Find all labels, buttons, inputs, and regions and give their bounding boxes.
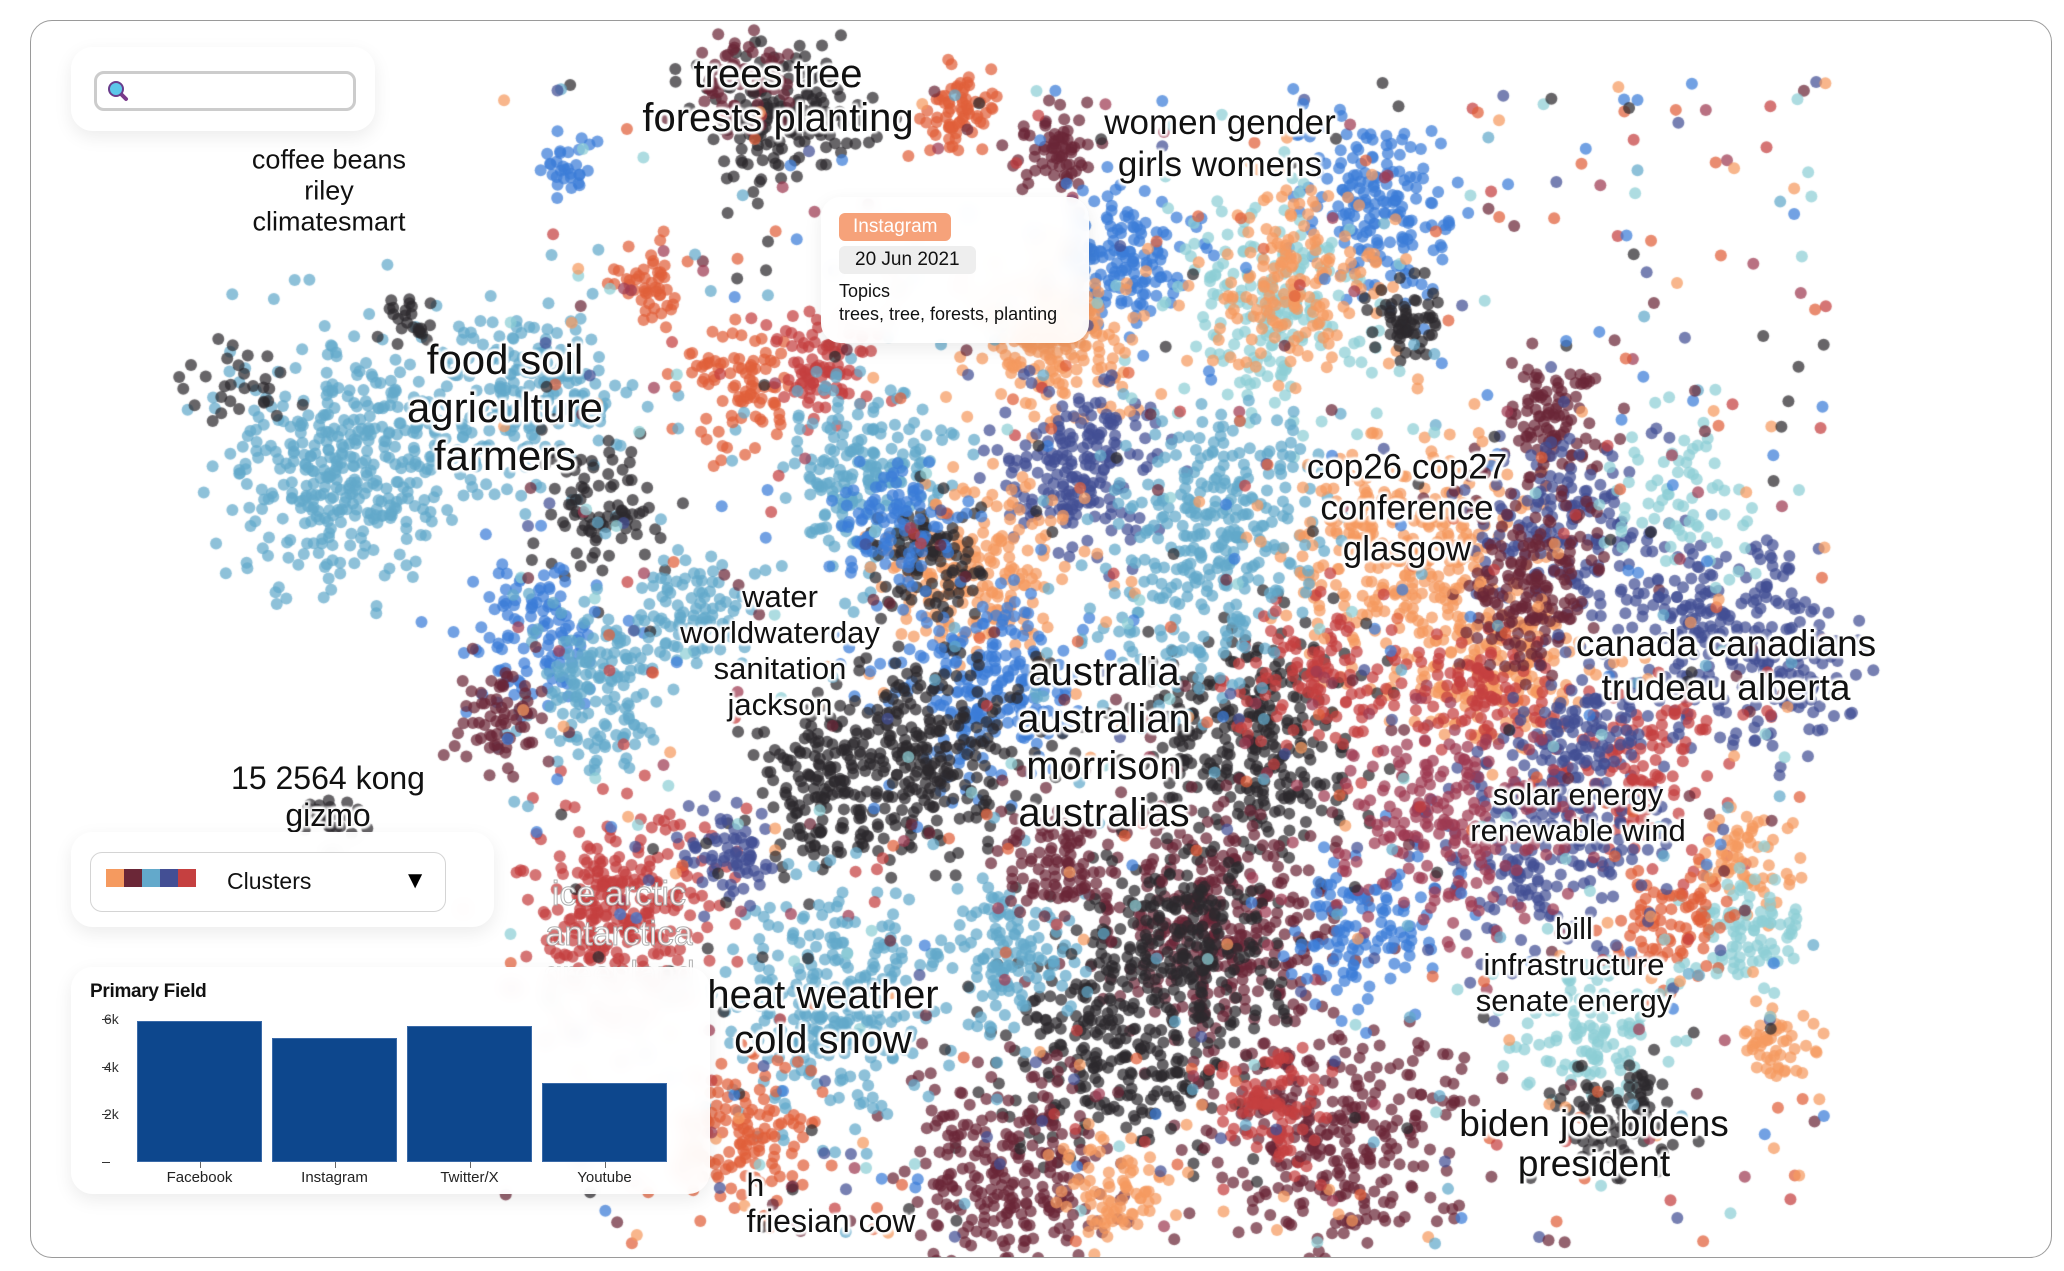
color-swatch (178, 869, 196, 887)
search-input[interactable] (133, 78, 347, 104)
date-badge: 20 Jun 2021 (839, 246, 976, 274)
topic-label: heat weather cold snow (707, 973, 939, 1062)
search-box[interactable] (94, 71, 356, 111)
y-tick (102, 1067, 110, 1068)
bar-facebook[interactable] (137, 1021, 262, 1162)
search-icon (108, 81, 128, 101)
primary-field-chart-panel: Primary Field 6k 4k 2k Facebook Instagram… (71, 967, 710, 1194)
x-tick (469, 1162, 471, 1168)
x-tick-label: Youtube (577, 1169, 632, 1186)
x-tick (199, 1162, 201, 1168)
color-by-selected: Clusters (227, 868, 312, 894)
topic-label: canada canadians trudeau alberta (1575, 623, 1877, 708)
topic-label: coffee beans riley climatesmart (251, 144, 407, 237)
color-swatch (160, 869, 178, 887)
topic-label: h friesian cow (746, 1167, 916, 1239)
color-swatches (106, 869, 196, 887)
topic-label: australia australian morrison australias (1017, 650, 1191, 835)
color-by-dropdown[interactable]: Clusters ▼ (90, 852, 446, 912)
x-tick (604, 1162, 606, 1168)
platform-badge: Instagram (839, 213, 952, 241)
y-tick (102, 1162, 110, 1163)
y-tick-label: 4k (104, 1059, 119, 1075)
chart-title: Primary Field (90, 981, 207, 1002)
bar-chart: 6k 4k 2k Facebook Instagram Twitter/X Youtu… (102, 1012, 674, 1186)
y-tick-label: 2k (104, 1106, 119, 1122)
bar-twitterx[interactable] (407, 1026, 532, 1162)
bar-youtube[interactable] (542, 1082, 667, 1162)
y-tick (102, 1114, 110, 1115)
embedding-map[interactable]: trees tree forests planting women gender g… (30, 20, 2052, 1258)
topic-label: solar energy renewable wind (1470, 777, 1686, 848)
topic-label: trees tree forests planting (642, 52, 914, 140)
chevron-down-icon: ▼ (403, 867, 427, 894)
bar-instagram[interactable] (272, 1038, 397, 1162)
topics-value: trees, tree, forests, planting (839, 304, 1058, 324)
topics-heading: Topics (839, 281, 891, 301)
topic-label: food soil agriculture farmers (406, 336, 604, 479)
color-swatch (106, 869, 124, 887)
topic-label: women gender girls womens (1104, 103, 1336, 184)
color-swatch (142, 869, 160, 887)
topic-label: 15 2564 kong gizmo (231, 760, 425, 833)
x-tick (334, 1162, 336, 1168)
x-tick-label: Instagram (301, 1169, 368, 1186)
y-tick (102, 1019, 110, 1020)
x-tick-label: Facebook (166, 1169, 233, 1186)
topic-label: cop26 cop27 conference glasgow (1306, 447, 1508, 569)
color-swatch (124, 869, 142, 887)
y-tick-label: 6k (104, 1011, 119, 1027)
topic-label: water worldwaterday sanitation jackson (680, 579, 880, 722)
x-tick-label: Twitter/X (440, 1169, 499, 1186)
topic-label: bill infrastructure senate energy (1475, 911, 1673, 1018)
topic-label: biden joe bidens president (1459, 1103, 1729, 1184)
point-tooltip: Instagram 20 Jun 2021 Topics trees, tree… (821, 197, 1089, 343)
search-panel (71, 47, 375, 131)
color-by-panel: Clusters ▼ (71, 832, 494, 927)
